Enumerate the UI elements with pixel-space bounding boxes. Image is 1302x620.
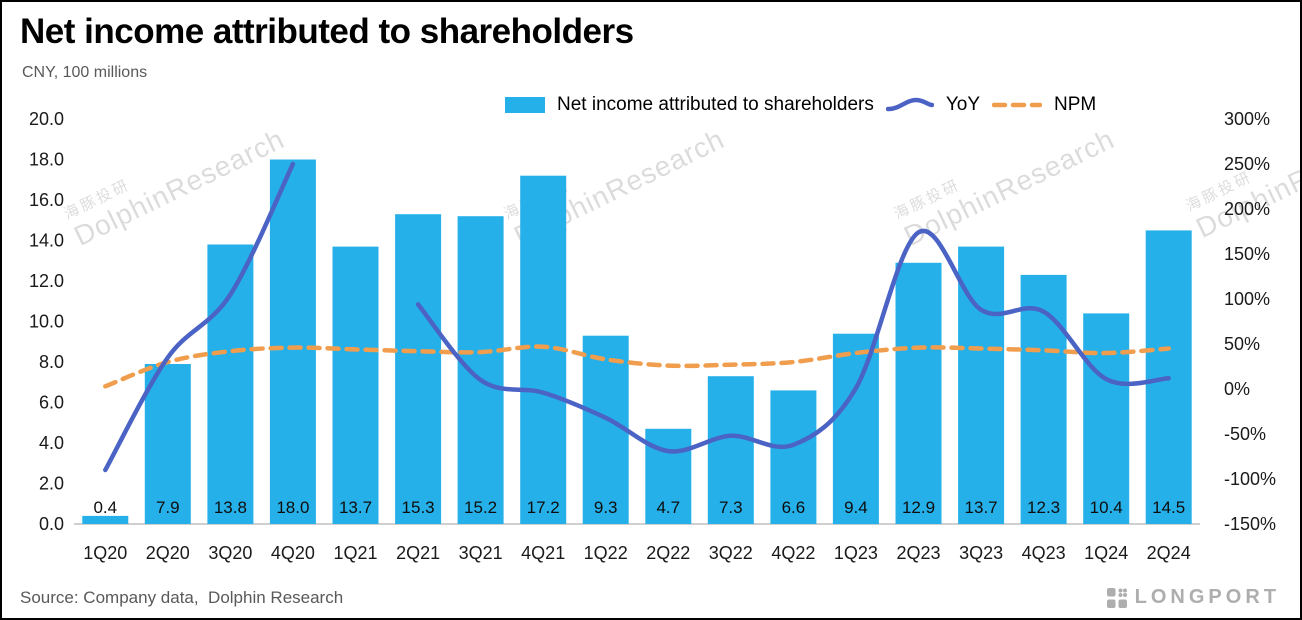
y-axis-left-tick: 16.0 xyxy=(29,190,64,210)
y-axis-left-tick: 20.0 xyxy=(29,109,64,129)
x-axis-label: 1Q24 xyxy=(1084,543,1128,563)
y-axis-left-tick: 18.0 xyxy=(29,150,64,170)
x-axis-label: 1Q20 xyxy=(83,543,127,563)
bar xyxy=(1020,274,1067,524)
x-axis-label: 2Q20 xyxy=(146,543,190,563)
legend-yoy-line-icon xyxy=(885,97,934,112)
x-axis-label: 4Q22 xyxy=(771,543,815,563)
x-axis-label: 4Q21 xyxy=(521,543,565,563)
x-axis-label: 4Q23 xyxy=(1022,543,1066,563)
x-axis-label: 3Q21 xyxy=(459,543,503,563)
y-axis-right-tick: -100% xyxy=(1224,469,1276,489)
yoy-line xyxy=(415,228,1171,454)
bar-data-label: 7.3 xyxy=(719,498,743,517)
x-axis-label: 2Q23 xyxy=(896,543,940,563)
bar-data-label: 13.7 xyxy=(339,498,372,517)
longport-brand: LONGPORT xyxy=(1106,586,1280,609)
bar-data-label: 13.8 xyxy=(214,498,247,517)
bar xyxy=(707,376,754,524)
source-note: Source: Company data, Dolphin Research xyxy=(20,588,344,607)
x-axis-label: 3Q20 xyxy=(208,543,252,563)
bar-data-label: 12.3 xyxy=(1027,498,1060,517)
y-axis-right-tick: -150% xyxy=(1224,514,1276,534)
x-axis-label: 2Q24 xyxy=(1147,543,1191,563)
bar-data-label: 15.3 xyxy=(402,498,435,517)
y-axis-left-tick: 14.0 xyxy=(29,231,64,251)
x-axis-label: 1Q23 xyxy=(834,543,878,563)
bar xyxy=(457,216,504,524)
x-axis-label: 4Q20 xyxy=(271,543,315,563)
bar xyxy=(832,333,879,525)
bar-data-label: 9.3 xyxy=(594,498,618,517)
y-axis-left-tick: 4.0 xyxy=(39,433,64,453)
bar-data-label: 18.0 xyxy=(276,498,309,517)
bar xyxy=(1083,313,1130,524)
bar-data-label: 12.9 xyxy=(902,498,935,517)
bar xyxy=(895,262,942,524)
y-axis-left-tick: 10.0 xyxy=(29,312,64,332)
bar-data-label: 0.4 xyxy=(93,498,117,517)
legend-label-net-income: Net income attributed to shareholders xyxy=(557,94,874,115)
y-axis-left-tick: 6.0 xyxy=(39,393,64,413)
legend-bar-swatch xyxy=(505,97,545,113)
y-axis-left-tick: 8.0 xyxy=(39,352,64,372)
chart-subtitle: CNY, 100 millions xyxy=(22,64,148,81)
bar-data-label: 6.6 xyxy=(782,498,806,517)
x-axis-label: 2Q21 xyxy=(396,543,440,563)
y-axis-right-tick: 300% xyxy=(1224,109,1270,129)
y-axis-right-tick: 200% xyxy=(1224,199,1270,219)
y-axis-right-tick: -50% xyxy=(1224,424,1266,444)
bar xyxy=(770,390,817,524)
y-axis-right-tick: 50% xyxy=(1224,334,1260,354)
bar xyxy=(82,515,129,524)
bar-data-label: 14.5 xyxy=(1152,498,1185,517)
bar xyxy=(332,246,379,524)
page-title: Net income attributed to shareholders xyxy=(20,12,634,51)
bar-data-label: 10.4 xyxy=(1090,498,1123,517)
bar xyxy=(582,335,629,524)
bar-data-label: 7.9 xyxy=(156,498,180,517)
longport-brand-text: LONGPORT xyxy=(1134,586,1280,608)
bar xyxy=(395,214,442,524)
y-axis-left-tick: 2.0 xyxy=(39,474,64,494)
y-axis-left-tick: 12.0 xyxy=(29,271,64,291)
longport-logo-icon xyxy=(1106,587,1127,608)
x-axis-label: 3Q22 xyxy=(709,543,753,563)
y-axis-left-tick: 0.0 xyxy=(39,514,64,534)
bar-data-label: 13.7 xyxy=(965,498,998,517)
chart-legend: Net income attributed to shareholders Yo… xyxy=(505,94,1096,116)
x-axis-label: 2Q22 xyxy=(646,543,690,563)
bar xyxy=(144,364,191,524)
bar-data-label: 15.2 xyxy=(464,498,497,517)
x-axis-label: 1Q22 xyxy=(584,543,628,563)
bar-data-label: 17.2 xyxy=(527,498,560,517)
x-axis-label: 3Q23 xyxy=(959,543,1003,563)
legend-label-yoy: YoY xyxy=(945,94,981,115)
bar-data-label: 9.4 xyxy=(844,498,868,517)
legend-npm-dashed-icon xyxy=(992,102,1043,108)
x-axis-label: 1Q21 xyxy=(333,543,377,563)
y-axis-right-tick: 0% xyxy=(1224,379,1250,399)
npm-line xyxy=(103,344,1171,389)
y-axis-right-tick: 250% xyxy=(1224,154,1270,174)
yoy-line xyxy=(103,161,296,473)
bar-data-label: 4.7 xyxy=(656,498,680,517)
y-axis-right-tick: 150% xyxy=(1224,244,1270,264)
legend-label-npm: NPM xyxy=(1054,94,1097,115)
bar xyxy=(269,159,316,524)
bar xyxy=(207,244,254,524)
y-axis-right-tick: 100% xyxy=(1224,289,1270,309)
